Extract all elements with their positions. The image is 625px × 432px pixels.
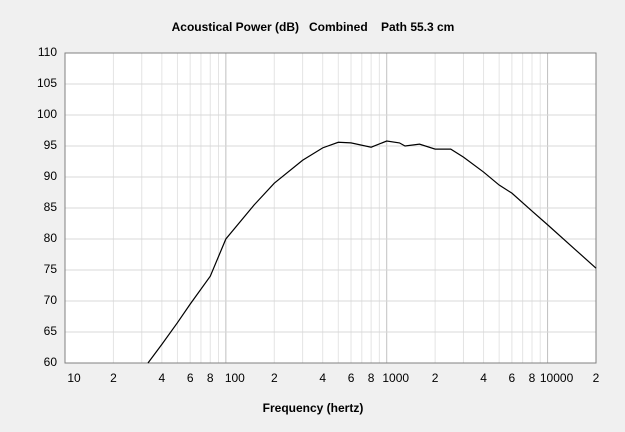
y-tick-label: 70 [44, 293, 58, 307]
chart-title: Acoustical Power (dB) Combined Path 55.3… [172, 20, 455, 34]
x-tick-label: 8 [207, 371, 214, 385]
x-tick-label: 4 [159, 371, 166, 385]
x-tick-label: 2 [271, 371, 278, 385]
x-tick-label: 1000 [382, 371, 409, 385]
x-tick-label: 10 [67, 371, 81, 385]
x-tick-label: 2 [432, 371, 439, 385]
y-tick-label: 60 [44, 355, 58, 369]
x-tick-label: 10000 [540, 371, 574, 385]
x-tick-label: 8 [529, 371, 536, 385]
x-axis-label: Frequency (hertz) [263, 401, 364, 415]
x-tick-label: 6 [348, 371, 355, 385]
x-tick-label: 2 [593, 371, 600, 385]
y-tick-label: 65 [44, 324, 58, 338]
data-line [147, 140, 597, 364]
x-tick-label: 4 [319, 371, 326, 385]
y-tick-label: 95 [44, 138, 58, 152]
y-tick-label: 90 [44, 169, 58, 183]
x-tick-label: 6 [187, 371, 194, 385]
x-tick-label: 4 [480, 371, 487, 385]
x-tick-label: 2 [110, 371, 117, 385]
y-tick-label: 105 [37, 76, 57, 90]
plot-border [64, 52, 597, 364]
x-tick-label: 6 [509, 371, 516, 385]
y-tick-label: 100 [37, 107, 57, 121]
x-tick-label: 100 [225, 371, 245, 385]
y-tick-label: 75 [44, 262, 58, 276]
y-tick-label: 110 [38, 45, 57, 59]
y-tick-label: 85 [44, 200, 58, 214]
y-tick-label: 80 [44, 231, 58, 245]
x-tick-label: 8 [368, 371, 375, 385]
